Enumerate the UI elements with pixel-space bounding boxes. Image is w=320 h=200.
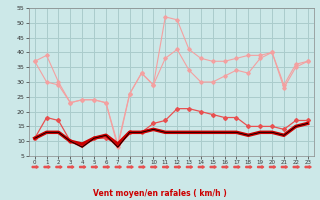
Text: Vent moyen/en rafales ( km/h ): Vent moyen/en rafales ( km/h ) — [93, 189, 227, 198]
